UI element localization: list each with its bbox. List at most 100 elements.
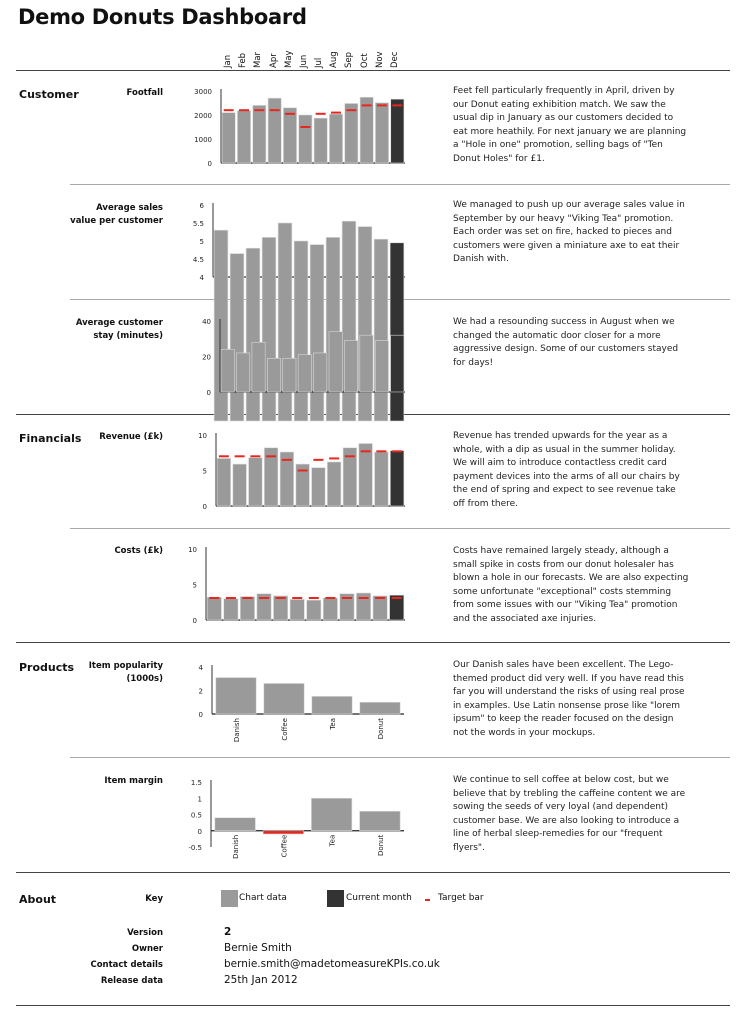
- footfall-bar: [267, 97, 282, 164]
- key-chart-data: Chart data: [239, 893, 287, 903]
- revenue-label: Revenue (£k): [99, 432, 163, 442]
- footfall-y-tick-label: 2000: [194, 112, 212, 120]
- revenue-comment: Revenue has trended upwards for the year…: [453, 431, 680, 509]
- stay-bar: [344, 340, 358, 393]
- footfall-bar: [329, 113, 343, 164]
- revenue-bar: [390, 450, 405, 507]
- revenue-bar: [311, 467, 326, 507]
- costs-y-tick-label: 5: [193, 582, 197, 590]
- popularity-category-label: Donut: [377, 718, 385, 740]
- owner-label: Owner: [131, 944, 163, 954]
- footfall-bar: [283, 107, 297, 164]
- stay-label: Average customer stay (minutes): [75, 318, 163, 341]
- footfall-y-tick-label: 1000: [194, 136, 212, 144]
- margin-bar: [214, 817, 256, 832]
- footfall-bar: [313, 117, 328, 164]
- popularity-bar: [311, 696, 353, 715]
- footfall-bar: [237, 110, 251, 164]
- key-target-bar: Target bar: [438, 893, 484, 903]
- popularity-bar: [263, 683, 305, 715]
- avg_sales-y-tick-label: 4: [200, 274, 205, 282]
- divider: [16, 70, 730, 71]
- avg_sales-bar: [309, 244, 325, 422]
- stay-bar: [374, 340, 389, 393]
- popularity-y-tick-label: 2: [199, 688, 203, 696]
- revenue-bar: [216, 458, 231, 507]
- avg_sales-bar: [325, 237, 341, 422]
- margin-category-label: Danish: [232, 835, 240, 859]
- margin-bar: [359, 810, 401, 832]
- stay-bar: [267, 357, 281, 393]
- footfall-y-tick-label: 0: [208, 160, 212, 168]
- stay-bar: [297, 354, 312, 393]
- divider: [16, 872, 730, 873]
- popularity-category-label: Tea: [329, 718, 337, 731]
- popularity-category-label: Coffee: [281, 718, 289, 741]
- stay-y-tick-label: 0: [207, 389, 211, 397]
- avg_sales-y-tick-label: 4.5: [193, 256, 204, 264]
- avg_sales-bar: [373, 238, 389, 422]
- margin-category-label: Coffee: [280, 835, 288, 858]
- costs-comment: Costs have remained largely steady, alth…: [453, 546, 689, 624]
- revenue-bar: [342, 447, 357, 507]
- costs-bar: [322, 597, 338, 621]
- margin-bar: [311, 797, 353, 832]
- divider: [70, 528, 730, 529]
- costs-bar: [240, 596, 255, 621]
- costs-label: Costs (£k): [114, 546, 163, 556]
- section-about: About: [19, 893, 57, 906]
- avg_sales-y-tick-label: 6: [200, 202, 205, 210]
- divider: [16, 414, 730, 415]
- version-label: Version: [127, 928, 163, 938]
- popularity-y-tick-label: 0: [199, 711, 203, 719]
- costs-bar: [223, 598, 239, 621]
- divider: [16, 642, 730, 643]
- contact-label: Contact details: [90, 960, 163, 970]
- stay-bar: [390, 334, 405, 393]
- stay-bar: [236, 352, 251, 393]
- popularity-bar: [359, 701, 401, 715]
- revenue-bar: [279, 451, 294, 507]
- stay-y-tick-label: 20: [202, 354, 211, 362]
- footfall-bar: [359, 96, 374, 164]
- footfall-bar: [375, 102, 389, 164]
- revenue-bar: [264, 447, 279, 507]
- revenue-y-tick-label: 5: [203, 468, 207, 476]
- footfall-y-tick-label: 3000: [194, 88, 212, 96]
- margin-category-label: Donut: [377, 835, 385, 857]
- costs-bar: [339, 593, 355, 621]
- section-products: Products: [19, 661, 75, 674]
- costs-bar: [289, 599, 305, 621]
- footfall-label: Footfall: [126, 88, 163, 98]
- section-customer: Customer: [19, 88, 79, 101]
- stay-comment: We had a resounding success in August wh…: [453, 317, 679, 368]
- release-value: 25th Jan 2012: [224, 974, 298, 986]
- costs-bar: [206, 596, 222, 621]
- costs-bar: [372, 595, 388, 621]
- key-current-month: Current month: [346, 893, 412, 903]
- footfall-bar: [390, 98, 405, 164]
- margin-y-tick-label: 0: [198, 828, 202, 836]
- avg-sales-label: Average sales value per customer: [70, 203, 163, 226]
- footfall-bar: [252, 105, 267, 164]
- revenue-y-tick-label: 0: [203, 503, 207, 511]
- avg-sales-comment: We managed to push up our average sales …: [453, 200, 685, 264]
- footfall-comment: Feet fell particularly frequently in Apr…: [453, 86, 687, 164]
- current-month-swatch: [327, 890, 344, 907]
- divider: [70, 757, 730, 758]
- stay-bar: [251, 341, 266, 393]
- stay-bar: [313, 352, 328, 393]
- version-value: 2: [224, 926, 232, 938]
- costs-bar: [256, 593, 272, 621]
- avg_sales-y-tick-label: 5: [200, 238, 204, 246]
- costs-bar: [273, 595, 289, 621]
- margin-y-tick-label: 1: [198, 795, 202, 803]
- popularity-y-tick-label: 4: [199, 664, 204, 672]
- key-label: Key: [145, 894, 163, 904]
- divider: [16, 1005, 730, 1006]
- avg_sales-y-tick-label: 5.5: [193, 220, 204, 228]
- margin-label: Item margin: [104, 776, 163, 786]
- avg_sales-bar: [261, 237, 277, 422]
- avg_sales-bar: [293, 240, 309, 422]
